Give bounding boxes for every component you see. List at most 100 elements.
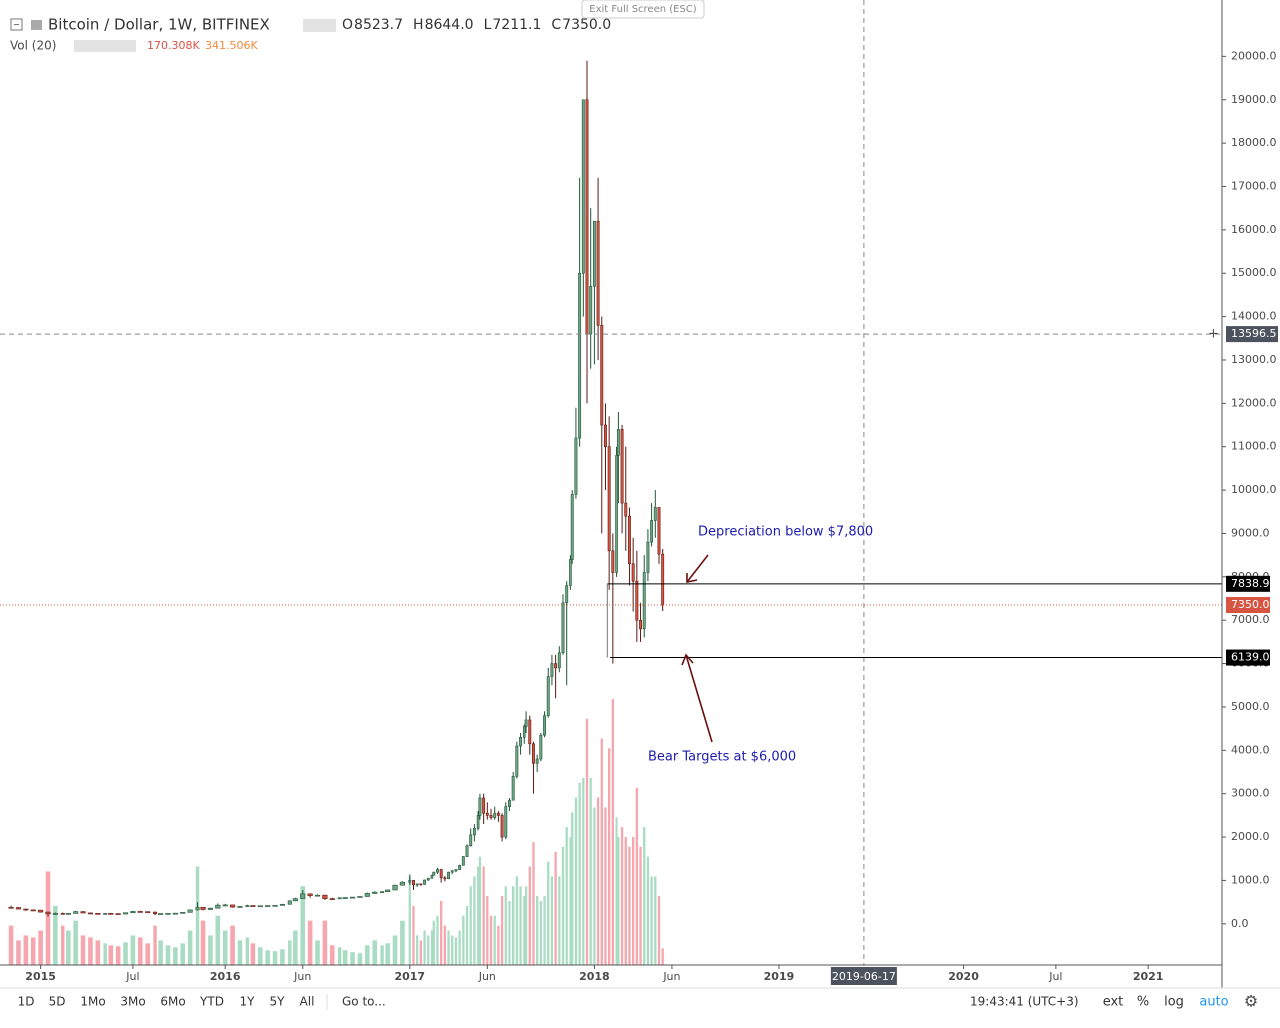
y-tick-label: 19000.0 <box>1231 93 1277 106</box>
y-tick-label: 11000.0 <box>1231 440 1277 453</box>
collapse-icon[interactable] <box>10 18 23 31</box>
x-tick-label: Jun <box>662 970 680 983</box>
candle-body <box>415 883 419 886</box>
volume-bar <box>558 876 561 965</box>
volume-bar <box>443 925 447 965</box>
candle-body <box>279 903 286 906</box>
candle-body <box>522 726 526 738</box>
volume-bar <box>615 817 618 965</box>
volume-bar <box>532 841 535 965</box>
arrow-head <box>686 573 698 583</box>
candle-body <box>385 889 391 893</box>
candle-body <box>153 911 158 915</box>
volume-bar <box>8 925 14 965</box>
exit-fullscreen[interactable] <box>581 0 705 19</box>
candle-body <box>476 815 480 829</box>
candle-body <box>250 905 256 907</box>
volume-bar <box>585 718 589 965</box>
scale-option[interactable]: ext <box>1103 995 1124 1010</box>
volume-bar <box>596 797 600 965</box>
candle-body <box>430 874 434 879</box>
vol-value: 170.308K <box>147 39 200 52</box>
candle-body <box>158 913 164 915</box>
x-tick-label: 2016 <box>210 970 241 983</box>
ohlc-key: O <box>342 17 353 33</box>
level-label: 6139.0 <box>1231 651 1270 664</box>
volume-bar <box>187 930 193 965</box>
candle-body <box>137 911 143 913</box>
candle-body <box>15 907 22 910</box>
volume-bar <box>515 876 519 965</box>
volume-bar <box>322 920 328 965</box>
last-price-label: 7350.0 <box>1231 598 1270 611</box>
candle-body <box>561 602 565 654</box>
y-tick-label: 18000.0 <box>1231 136 1277 149</box>
candle-body <box>620 429 624 504</box>
volume-bar <box>329 945 335 965</box>
candle-body <box>554 663 558 669</box>
volume-bar <box>639 846 642 965</box>
range-button[interactable]: 5Y <box>270 995 286 1009</box>
volume-bar <box>543 896 546 965</box>
range-button[interactable]: 1D <box>18 995 35 1009</box>
settings-icon[interactable]: ⚙ <box>1244 992 1258 1011</box>
volume-bar <box>512 886 515 965</box>
volume-bar <box>600 738 603 965</box>
settings-icons[interactable] <box>303 19 336 32</box>
goto-button[interactable]: Go to... <box>342 995 386 1009</box>
candle-body <box>557 652 561 669</box>
range-button[interactable]: 3Mo <box>120 995 145 1009</box>
candle-body <box>23 908 29 911</box>
volume-bar <box>654 876 657 965</box>
volume-bar <box>593 807 596 965</box>
volume-bar <box>123 942 128 965</box>
vol-icons[interactable] <box>74 40 136 52</box>
volume-bar <box>497 925 500 965</box>
volume-bar <box>16 940 21 965</box>
scale-option[interactable]: auto <box>1199 995 1228 1010</box>
volume-bar <box>458 930 461 965</box>
volume-bar <box>547 861 550 965</box>
range-button[interactable]: 1Mo <box>80 995 105 1009</box>
candle-body <box>130 911 136 914</box>
level-box <box>1226 649 1270 666</box>
y-tick-label: 14000.0 <box>1231 310 1277 323</box>
candle-body <box>265 905 271 907</box>
volume-bar <box>632 836 635 965</box>
volume-bar <box>650 876 653 965</box>
candle-body <box>454 869 458 872</box>
candle-body <box>337 897 342 900</box>
candle-body <box>436 869 439 873</box>
candle-body <box>450 870 454 873</box>
range-button[interactable]: 1Y <box>240 995 256 1009</box>
range-button[interactable]: YTD <box>199 995 224 1009</box>
candle-body <box>511 776 515 801</box>
candle-body <box>493 812 497 818</box>
candle-body <box>569 559 572 586</box>
volume-bar <box>138 937 143 965</box>
candle-body <box>635 580 639 621</box>
arrows <box>681 554 713 743</box>
scale-option[interactable]: log <box>1164 995 1184 1010</box>
volume-bar <box>130 935 136 965</box>
range-button[interactable]: 5D <box>49 995 66 1009</box>
range-button[interactable]: All <box>300 995 315 1009</box>
y-tick-label: 16000.0 <box>1231 223 1277 236</box>
candle-body <box>215 904 221 909</box>
y-tick-label: 4000.0 <box>1231 743 1270 756</box>
volume-bar <box>462 915 465 965</box>
candle-body <box>342 897 348 899</box>
vol-ma-value: 341.506K <box>205 39 258 52</box>
y-tick-label: 0.0 <box>1231 917 1249 930</box>
x-tick-label: 2015 <box>25 970 56 983</box>
volume-bar <box>624 836 627 965</box>
volume-bar <box>478 856 482 965</box>
y-tick-label: 10000.0 <box>1231 483 1277 496</box>
volume-bar <box>412 905 415 965</box>
scale-option[interactable]: % <box>1137 995 1149 1010</box>
range-button[interactable]: 6Mo <box>160 995 185 1009</box>
candle-body <box>272 905 278 907</box>
candle-body <box>412 880 415 886</box>
level-label: 7838.9 <box>1231 577 1270 590</box>
candle-body <box>515 745 519 777</box>
